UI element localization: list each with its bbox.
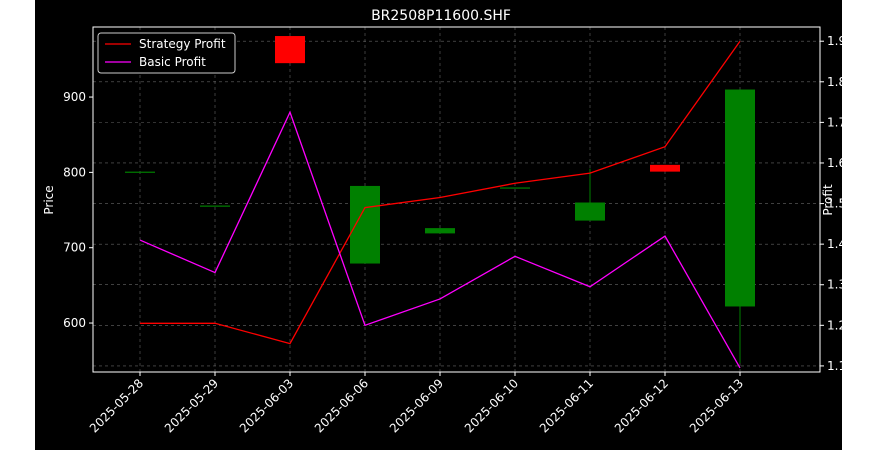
x-tick-label: 2025-06-09 <box>387 376 446 435</box>
candles <box>125 36 755 363</box>
y-right-axis: 1.1 1.2 1.3 1.4 1.5 1.6 1.7 1.8 1.9 <box>820 34 842 373</box>
y-right-tick-label: 1.4 <box>827 237 842 251</box>
y-left-tick-label: 800 <box>63 165 86 179</box>
x-tick-label: 2025-06-06 <box>312 376 371 435</box>
y-left-label: Price <box>42 185 56 214</box>
y-right-tick-label: 1.8 <box>827 75 842 89</box>
candle-body <box>275 36 305 64</box>
candle-body <box>575 202 605 221</box>
y-right-tick-label: 1.7 <box>827 115 842 129</box>
y-left-axis: 600 700 800 900 <box>63 90 93 330</box>
x-tick-label: 2025-06-03 <box>237 376 296 435</box>
candle-body <box>350 185 380 264</box>
candle-body <box>725 89 755 307</box>
y-right-tick-label: 1.5 <box>827 197 842 211</box>
y-right-tick-label: 1.3 <box>827 278 842 292</box>
plot-area <box>93 27 820 372</box>
y-left-tick-label: 900 <box>63 90 86 104</box>
x-tick-label: 2025-05-29 <box>162 376 221 435</box>
x-tick-label: 2025-06-12 <box>612 376 671 435</box>
x-tick-label: 2025-06-11 <box>537 376 596 435</box>
candle-body <box>500 187 530 189</box>
y-right-tick-label: 1.2 <box>827 318 842 332</box>
plot-frame <box>92 26 821 373</box>
y-left-tick-label: 700 <box>63 241 86 255</box>
candle-body <box>200 205 230 207</box>
x-tick-label: 2025-06-13 <box>687 376 746 435</box>
x-tick-label: 2025-06-10 <box>462 376 521 435</box>
chart-title: BR2508P11600.SHF <box>371 8 511 24</box>
x-axis: 2025-05-28 2025-05-29 2025-06-03 2025-06-06… <box>87 372 746 435</box>
y-right-tick-label: 1.6 <box>827 156 842 170</box>
y-left-tick-label: 600 <box>63 316 86 330</box>
legend-box <box>97 32 236 74</box>
legend: Strategy Profit Basic Profit <box>97 32 236 74</box>
x-tick-label: 2025-05-28 <box>87 376 146 435</box>
series-line-1 <box>139 110 741 369</box>
y-right-label: Profit <box>821 184 835 216</box>
candle-body <box>650 164 680 172</box>
candle-body <box>425 228 455 234</box>
series-line-0 <box>140 40 741 345</box>
profit-lines <box>139 40 741 369</box>
chart-svg: 600 700 800 900 1.1 1.2 1.3 1.4 1.5 1.6 1.7 1.8 1.9… <box>42 8 842 435</box>
legend-label-strategy-profit: Strategy Profit <box>139 37 226 51</box>
candle-body <box>125 171 155 173</box>
legend-label-basic-profit: Basic Profit <box>139 55 206 69</box>
y-right-tick-label: 1.1 <box>827 359 842 373</box>
y-right-tick-label: 1.9 <box>827 34 842 48</box>
chart-figure: 600 700 800 900 1.1 1.2 1.3 1.4 1.5 1.6 1.7 1.8 1.9… <box>35 0 842 450</box>
